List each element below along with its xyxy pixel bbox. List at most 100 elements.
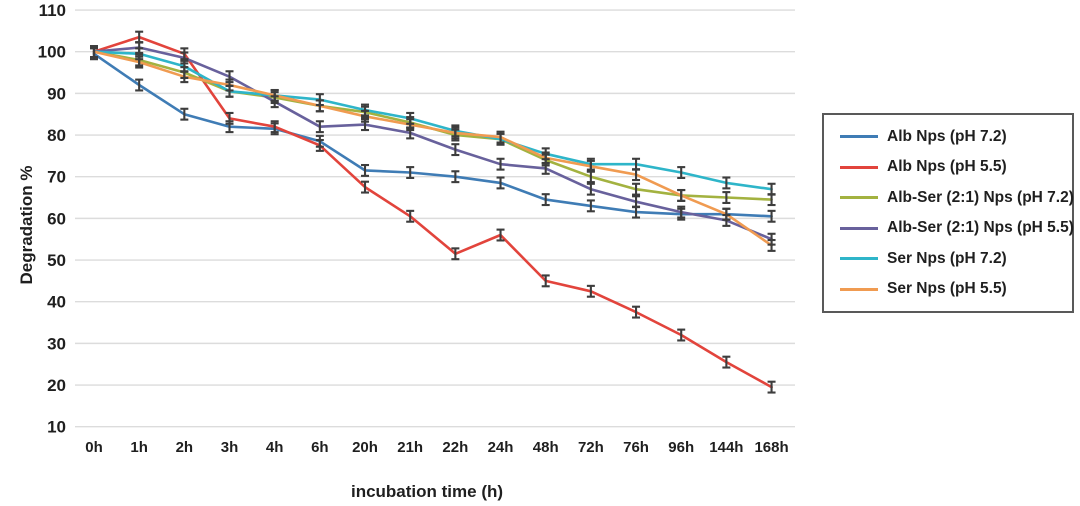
error-bar [90,45,98,59]
legend: Alb Nps (pH 7.2) Alb Nps (pH 5.5) Alb-Ser … [822,113,1074,313]
x-tick-label: 72h [578,439,604,456]
x-tick-label: 96h [668,439,694,456]
legend-item-label: Alb-Ser (2:1) Nps (pH 5.5) [887,219,1074,237]
y-tick-label: 50 [47,251,66,270]
legend-item: Alb-Ser (2:1) Nps (pH 5.5) [840,219,1074,237]
error-bar [767,380,776,394]
series-line-alb-nps-ph-5.5- [92,35,773,389]
x-tick-label: 20h [352,439,378,456]
error-bar [406,209,415,223]
x-tick-label: 168h [754,439,788,456]
legend-line-swatch [840,226,878,230]
legend-line-swatch [840,287,878,291]
legend-line-swatch [840,165,878,169]
y-tick-label: 10 [47,418,66,437]
error-bar [225,78,234,92]
error-bar [451,170,460,184]
error-bar [315,120,324,134]
error-bar [586,199,595,213]
y-tick-label: 60 [47,209,66,228]
y-tick-label: 110 [39,1,66,20]
x-tick-label: 76h [623,439,649,456]
error-bar [632,168,641,182]
error-bar [767,209,776,223]
x-tick-label: 48h [533,439,559,456]
x-tick-label: 0h [85,439,103,456]
error-bar [632,182,641,196]
x-tick-label: 1h [130,439,148,456]
legend-item: Alb Nps (pH 7.2) [840,128,1072,146]
error-bar [496,130,505,144]
legend-item: Ser Nps (pH 7.2) [840,250,1072,268]
error-bar [586,182,595,196]
series-line-ser-nps-ph-5.5- [92,50,773,247]
error-bar [767,238,776,252]
legend-item-label: Alb Nps (pH 7.2) [887,127,1007,145]
error-bar [767,182,776,196]
y-tick-label: 100 [38,43,66,62]
error-bar [406,166,415,179]
x-axis-title: incubation time (h) [350,482,504,501]
error-bar [135,55,144,69]
y-axis-title: Degradation % [17,165,36,285]
x-tick-label: 21h [397,439,423,456]
error-bar [586,159,595,173]
legend-item: Ser Nps (pH 5.5) [840,280,1072,298]
legend-item-label: Ser Nps (pH 5.5) [887,280,1007,298]
x-tick-label: 2h [176,439,194,456]
error-bar [632,305,641,319]
x-tick-label: 24h [488,439,514,456]
legend-item-label: Alb-Ser (2:1) Nps (pH 7.2) [887,188,1074,206]
legend-line-swatch [840,135,878,139]
x-tick-label: 6h [311,439,329,456]
error-bar [541,274,550,288]
error-bar [180,70,189,84]
error-bar [722,191,731,204]
error-bar [315,138,324,152]
y-tick-label: 40 [47,293,66,312]
error-bar [315,99,324,113]
error-bar [722,176,731,190]
error-bar [677,166,686,179]
legend-item: Alb-Ser (2:1) Nps (pH 7.2) [840,188,1074,207]
legend-item: Alb Nps (pH 5.5) [840,158,1072,176]
legend-line-swatch [840,257,878,261]
error-bar [677,205,686,219]
y-tick-label: 20 [47,376,66,395]
x-tick-label: 144h [709,439,743,456]
y-tick-label: 90 [47,84,66,103]
error-bar [270,88,279,102]
x-tick-label: 4h [266,439,284,456]
error-bar [722,355,731,369]
legend-line-swatch [840,196,878,200]
y-tick-label: 80 [47,126,66,145]
error-bar [361,180,370,194]
error-bar [451,126,460,140]
error-bar [541,151,550,165]
error-bar [632,195,641,209]
series-line-alb-ser-2-1-nps-ph-5.5- [92,46,773,241]
error-bar [270,120,279,134]
legend-item-label: Alb Nps (pH 5.5) [887,158,1007,176]
error-bar [361,163,370,177]
error-bar [496,157,505,171]
error-bar [180,107,189,121]
error-bar [361,109,370,123]
error-bar [135,78,144,92]
series-line-ser-nps-ph-7.2- [92,50,773,191]
error-bar [677,328,686,342]
error-bar [496,228,505,242]
y-tick-label: 30 [47,334,66,353]
error-bar [496,176,505,190]
legend-item-label: Ser Nps (pH 7.2) [887,249,1007,267]
y-tick-label: 70 [47,168,66,187]
error-bar [541,193,550,207]
series-line-alb-nps-ph-7.2- [92,52,773,218]
error-bar [451,247,460,261]
error-bar [677,188,686,202]
error-bar [406,118,415,132]
x-tick-label: 3h [221,439,239,456]
x-tick-label: 22h [442,439,468,456]
